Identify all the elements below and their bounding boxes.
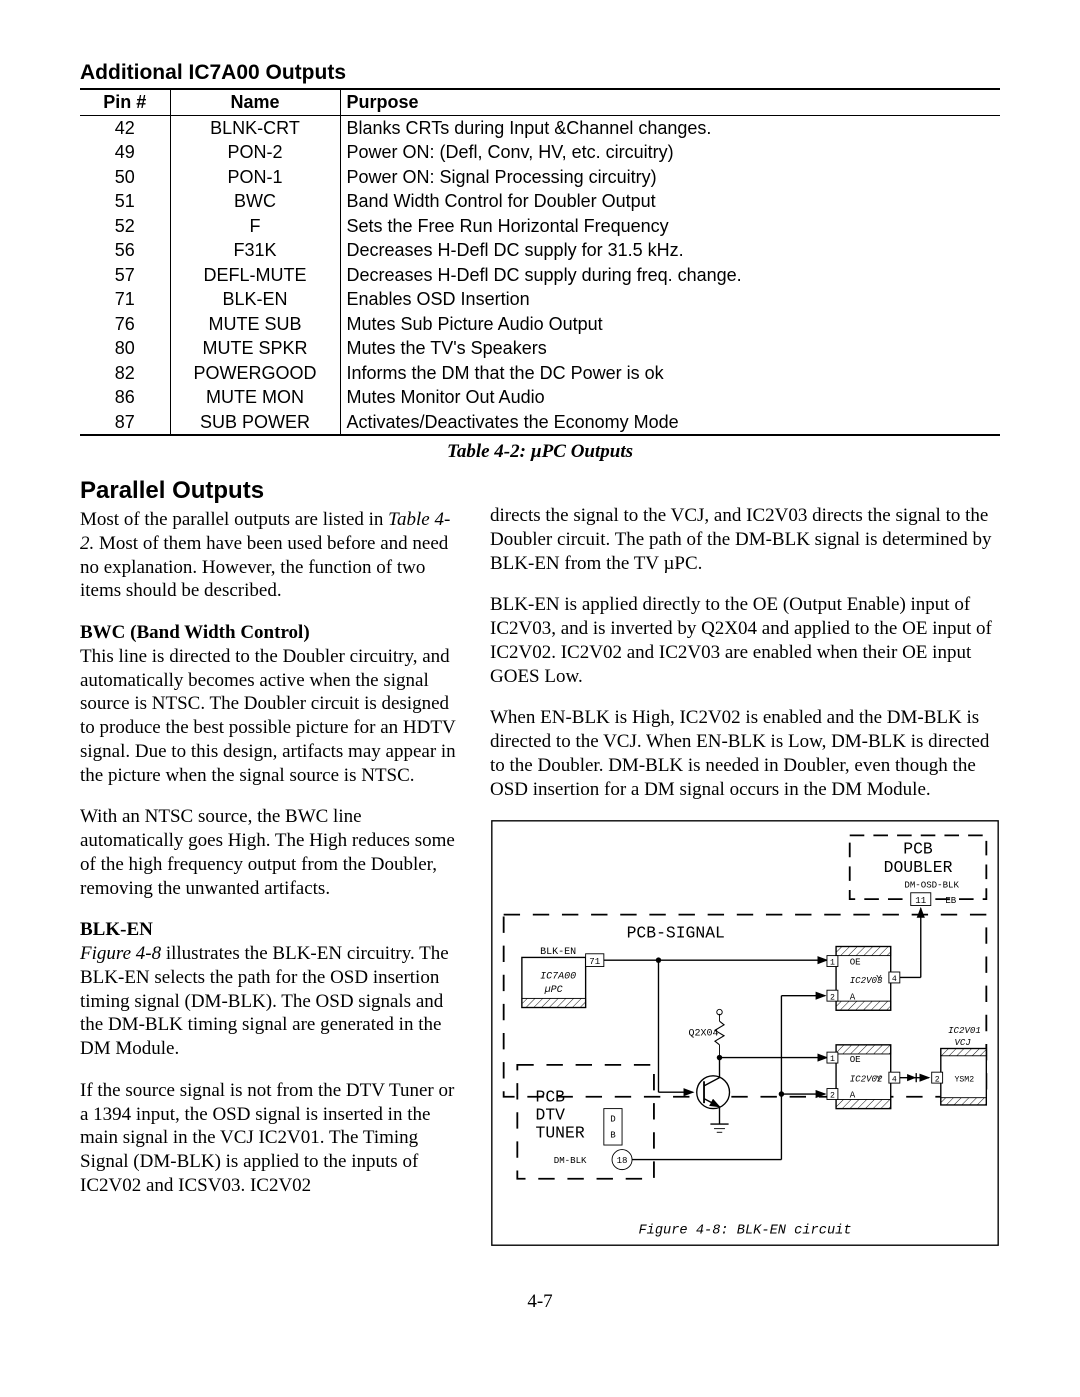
svg-text:Q2X04: Q2X04 [689,1029,719,1040]
svg-text:YSM2: YSM2 [954,1076,974,1085]
svg-text:DM-BLK: DM-BLK [554,1155,587,1166]
svg-text:2: 2 [935,1076,940,1085]
svg-text:4: 4 [892,975,897,984]
svg-text:Y: Y [876,1074,882,1085]
page-number: 4-7 [80,1290,1000,1314]
svg-text:VCJ: VCJ [954,1037,971,1048]
left-column: Parallel Outputs Most of the parallel ou… [80,474,460,1254]
table-row: 51BWCBand Width Control for Doubler Outp… [80,189,1000,214]
svg-text:µPC: µPC [544,985,563,996]
table-row: 50PON-1Power ON: Signal Processing circu… [80,165,1000,190]
svg-text:18: 18 [617,1155,628,1166]
svg-text:2: 2 [830,1092,835,1101]
svg-text:EB: EB [945,895,956,906]
svg-text:TUNER: TUNER [536,1124,585,1143]
svg-text:Figure 4-8: BLK-EN circuit: Figure 4-8: BLK-EN circuit [638,1224,851,1239]
bwc-p2: With an NTSC source, the BWC line automa… [80,805,460,900]
table-row: 42BLNK-CRTBlanks CRTs during Input &Chan… [80,115,1000,140]
table-caption: Table 4-2: µPC Outputs [80,440,1000,464]
table-row: 82POWERGOODInforms the DM that the DC Po… [80,361,1000,386]
svg-text:71: 71 [589,956,600,967]
svg-text:4: 4 [892,1076,897,1085]
table-row: 49PON-2Power ON: (Defl, Conv, HV, etc. c… [80,140,1000,165]
svg-text:2: 2 [830,994,835,1003]
svg-text:PCB: PCB [536,1088,566,1107]
svg-text:IC2V01: IC2V01 [948,1025,981,1036]
svg-text:DTV: DTV [536,1106,566,1125]
blken-p1: Figure 4-8 illustrates the BLK-EN circui… [80,942,460,1061]
blken-heading: BLK-EN [80,918,460,942]
svg-text:1: 1 [830,959,835,968]
svg-text:PCB: PCB [903,840,933,859]
right-p1: directs the signal to the VCJ, and IC2V0… [490,504,1000,575]
parallel-p1: Most of the parallel outputs are listed … [80,508,460,603]
right-p2: BLK-EN is applied directly to the OE (Ou… [490,593,1000,688]
table-row: 86MUTE MONMutes Monitor Out Audio [80,385,1000,410]
right-p3: When EN-BLK is High, IC2V02 is enabled a… [490,706,1000,801]
blk-en-circuit-svg: PCB DOUBLER DM-OSD-BLK 11 EB PCB-SIGNAL … [490,819,1000,1247]
svg-text:DOUBLER: DOUBLER [884,858,953,877]
svg-text:11: 11 [915,895,926,906]
th-purpose: Purpose [340,89,1000,115]
table-row: 71BLK-ENEnables OSD Insertion [80,287,1000,312]
svg-text:Y: Y [876,973,882,984]
right-column: directs the signal to the VCJ, and IC2V0… [490,474,1000,1254]
table-row: 87SUB POWERActivates/Deactivates the Eco… [80,410,1000,436]
svg-text:OE: OE [850,957,861,968]
svg-text:OE: OE [850,1054,861,1065]
table-row: 52FSets the Free Run Horizontal Frequenc… [80,214,1000,239]
svg-text:IC7A00: IC7A00 [540,972,576,983]
svg-text:A: A [850,1090,856,1101]
svg-text:PCB-SIGNAL: PCB-SIGNAL [627,924,725,943]
svg-text:DM-OSD-BLK: DM-OSD-BLK [904,880,959,891]
svg-text:B: B [610,1130,616,1141]
table-row: 80MUTE SPKRMutes the TV's Speakers [80,336,1000,361]
svg-text:D: D [610,1114,615,1125]
svg-text:BLK-EN: BLK-EN [540,947,576,958]
figure-4-8: PCB DOUBLER DM-OSD-BLK 11 EB PCB-SIGNAL … [490,819,1000,1254]
svg-text:A: A [850,992,856,1003]
parallel-outputs-heading: Parallel Outputs [80,476,460,506]
svg-text:1: 1 [830,1055,835,1064]
table-heading: Additional IC7A00 Outputs [80,60,1000,86]
body-columns: Parallel Outputs Most of the parallel ou… [80,474,1000,1254]
table-row: 57DEFL-MUTEDecreases H-Defl DC supply du… [80,263,1000,288]
table-row: 56F31KDecreases H-Defl DC supply for 31.… [80,238,1000,263]
th-pin: Pin # [80,89,170,115]
blken-p2: If the source signal is not from the DTV… [80,1079,460,1198]
th-name: Name [170,89,340,115]
bwc-p1: This line is directed to the Doubler cir… [80,645,460,788]
outputs-table: Pin # Name Purpose 42BLNK-CRTBlanks CRTs… [80,88,1000,436]
table-row: 76MUTE SUBMutes Sub Picture Audio Output [80,312,1000,337]
bwc-heading: BWC (Band Width Control) [80,621,460,645]
